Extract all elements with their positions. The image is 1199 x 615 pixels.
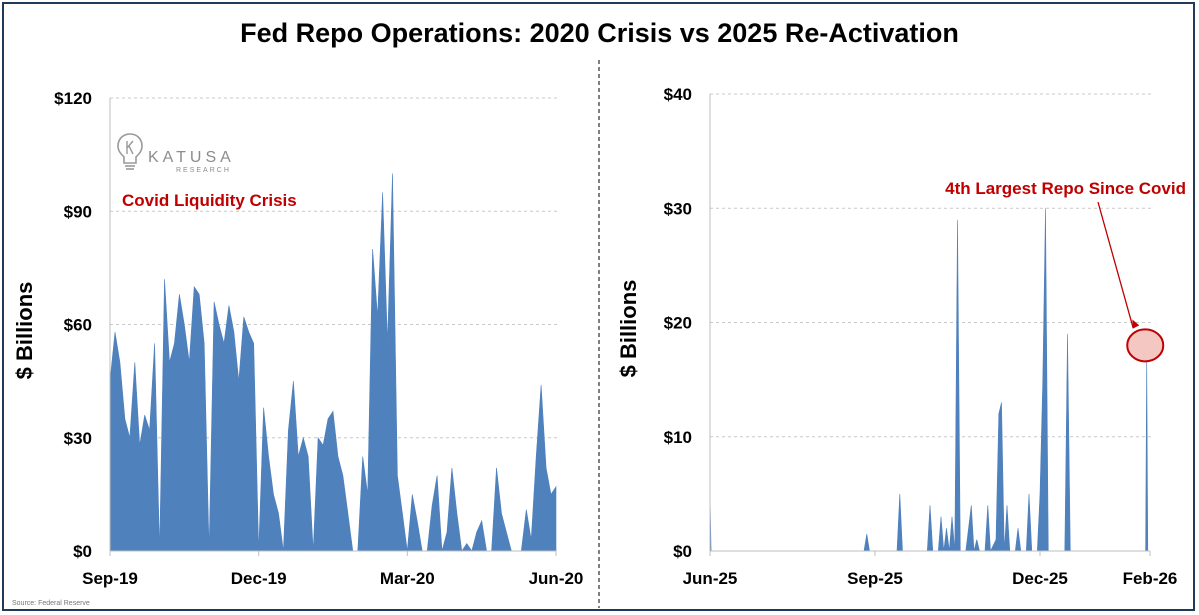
- y-axis-label: $ Billions: [616, 280, 641, 378]
- y-tick-label: $0: [73, 542, 92, 561]
- y-axis-label: $ Billions: [12, 282, 37, 380]
- right-panel: $0 $10 $20 $30 $40 Jun-25 Sep-25 Dec-25 Feb-26 $ …: [616, 85, 1186, 588]
- x-tick-label: Mar-20: [380, 569, 435, 588]
- arrow-head: [1132, 319, 1140, 329]
- y-tick-label: $40: [664, 85, 692, 104]
- logo-sub: RESEARCH: [176, 167, 231, 174]
- katusa-logo: KATUSA RESEARCH: [117, 133, 235, 174]
- y-tick-label: $30: [664, 199, 692, 218]
- x-tick-label: Jun-20: [529, 569, 584, 588]
- annotation-arrow: [1097, 201, 1134, 329]
- x-tick-label: Feb-26: [1123, 569, 1178, 588]
- chart-title: Fed Repo Operations: 2020 Crisis vs 2025…: [240, 18, 959, 48]
- x-tick-label: Sep-25: [847, 569, 903, 588]
- x-tick-label: Jun-25: [683, 569, 738, 588]
- y-tick-label: $20: [664, 314, 692, 333]
- source-note: Source: Federal Reserve: [12, 600, 90, 607]
- annotation-text: Covid Liquidity Crisis: [122, 191, 297, 210]
- y-tick-label: $90: [64, 202, 92, 221]
- y-tick-label: $120: [54, 89, 92, 108]
- left-panel: $0 $30 $60 $90 $120 Sep-19 Dec-19 Mar-20 Jun-20 $…: [12, 89, 583, 588]
- x-tick-label: Sep-19: [82, 569, 138, 588]
- y-tick-label: $10: [664, 428, 692, 447]
- highlight-circle: [1126, 328, 1165, 363]
- area-series: [109, 173, 557, 552]
- lightbulb-icon: [117, 133, 143, 170]
- x-tick-label: Dec-25: [1012, 569, 1068, 588]
- y-tick-label: $30: [64, 429, 92, 448]
- x-tick-label: Dec-19: [231, 569, 287, 588]
- y-tick-label: $60: [64, 316, 92, 335]
- y-tick-label: $0: [673, 542, 692, 561]
- annotation-text: 4th Largest Repo Since Covid: [945, 179, 1186, 198]
- area-series: [709, 208, 1150, 553]
- logo-name: KATUSA: [148, 149, 235, 166]
